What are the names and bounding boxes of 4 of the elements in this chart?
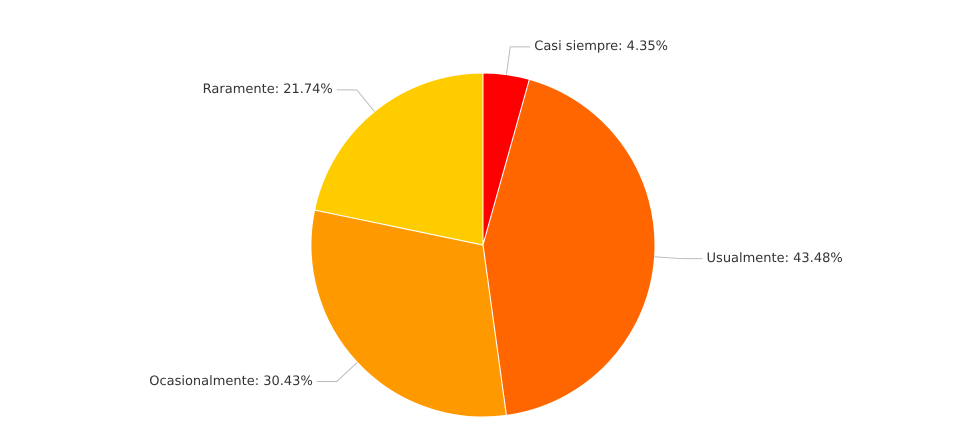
slice-label: Casi siempre: 4.35% (534, 39, 668, 54)
slice-label: Raramente: 21.74% (202, 82, 333, 98)
slice-label: Usualmente: 43.48% (706, 251, 843, 266)
slice-label: Ocasionalmente: 30.43% (149, 374, 313, 389)
